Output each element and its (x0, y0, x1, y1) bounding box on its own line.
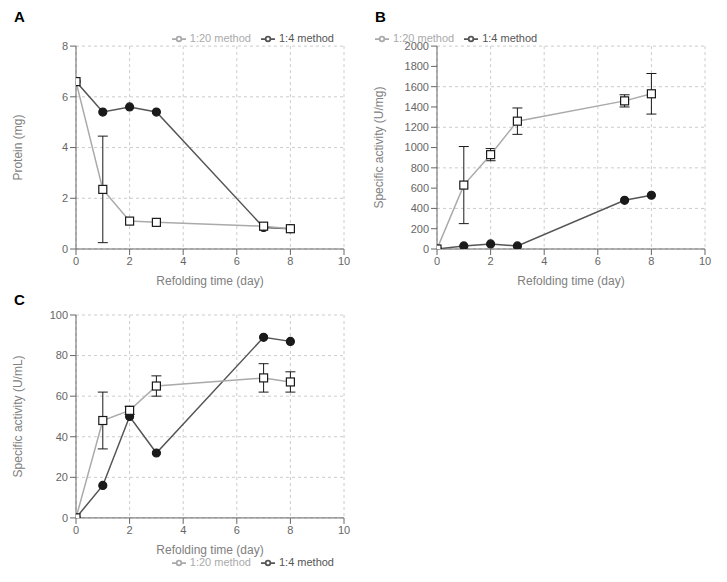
svg-text:8: 8 (287, 524, 293, 536)
svg-text:800: 800 (411, 162, 429, 174)
svg-text:4: 4 (180, 255, 186, 267)
svg-text:10: 10 (338, 255, 350, 267)
svg-text:0: 0 (62, 243, 68, 255)
svg-text:1800: 1800 (405, 60, 429, 72)
svg-text:80: 80 (56, 349, 68, 361)
svg-text:6: 6 (62, 91, 68, 103)
svg-text:10: 10 (699, 255, 711, 267)
svg-text:1600: 1600 (405, 81, 429, 93)
svg-text:1200: 1200 (405, 121, 429, 133)
svg-text:0: 0 (73, 255, 79, 267)
svg-text:Protein (mg): Protein (mg) (11, 115, 25, 181)
svg-text:8: 8 (62, 40, 68, 52)
svg-text:600: 600 (411, 182, 429, 194)
svg-text:2: 2 (127, 524, 133, 536)
svg-text:Refolding time (day): Refolding time (day) (156, 274, 263, 288)
svg-text:8: 8 (648, 255, 654, 267)
svg-text:Refolding time (day): Refolding time (day) (156, 543, 263, 557)
svg-text:2000: 2000 (405, 40, 429, 52)
svg-text:400: 400 (411, 202, 429, 214)
svg-text:6: 6 (234, 524, 240, 536)
svg-text:100: 100 (50, 309, 68, 321)
svg-text:4: 4 (180, 524, 186, 536)
svg-text:6: 6 (234, 255, 240, 267)
svg-text:2: 2 (62, 192, 68, 204)
svg-text:6: 6 (595, 255, 601, 267)
svg-text:60: 60 (56, 390, 68, 402)
svg-text:4: 4 (541, 255, 547, 267)
svg-text:200: 200 (411, 223, 429, 235)
svg-text:Specific activity (U/mL): Specific activity (U/mL) (11, 355, 25, 477)
svg-text:2: 2 (488, 255, 494, 267)
svg-text:1400: 1400 (405, 101, 429, 113)
svg-text:0: 0 (62, 512, 68, 524)
svg-text:0: 0 (423, 243, 429, 255)
svg-text:10: 10 (338, 524, 350, 536)
svg-text:0: 0 (434, 255, 440, 267)
svg-text:8: 8 (287, 255, 293, 267)
svg-text:1000: 1000 (405, 141, 429, 153)
svg-text:4: 4 (62, 141, 68, 153)
svg-text:Refolding time (day): Refolding time (day) (517, 274, 624, 288)
svg-text:20: 20 (56, 471, 68, 483)
svg-text:Specific activity (U/mg): Specific activity (U/mg) (372, 87, 386, 209)
svg-text:2: 2 (127, 255, 133, 267)
svg-text:40: 40 (56, 431, 68, 443)
svg-text:0: 0 (73, 524, 79, 536)
